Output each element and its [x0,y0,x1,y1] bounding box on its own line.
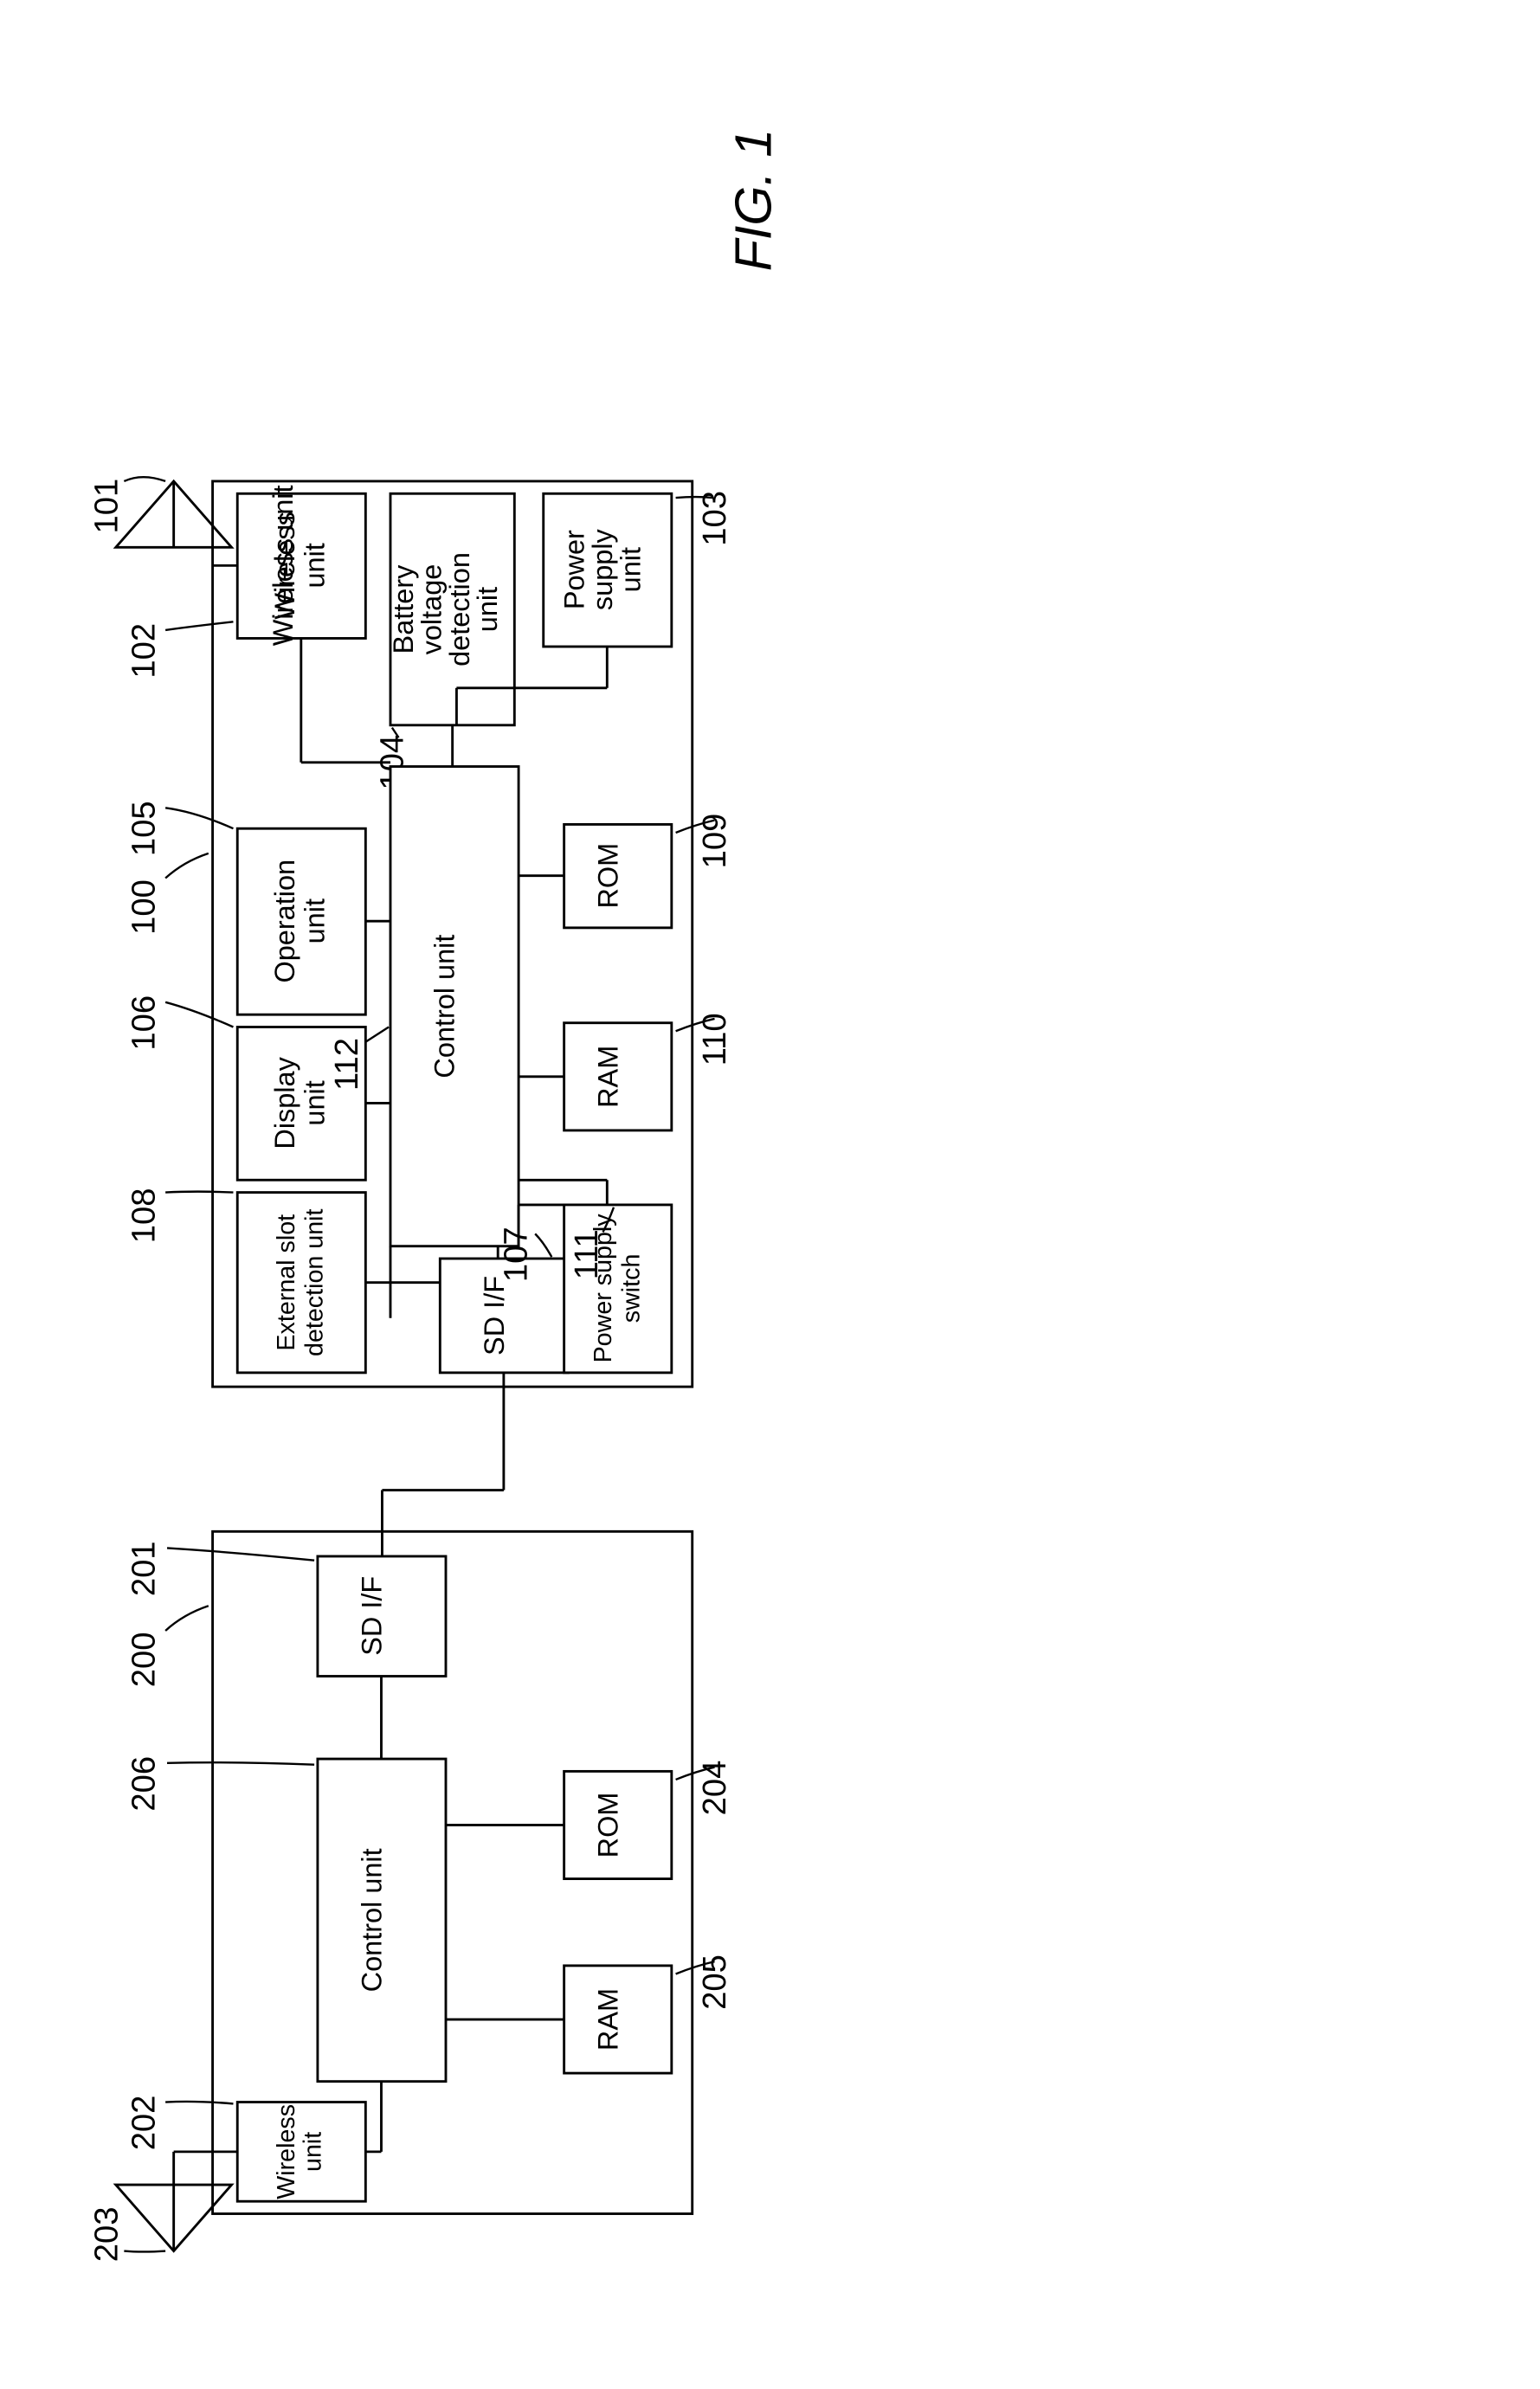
svg-text:Control unit: Control unit [429,935,461,1079]
svg-text:External slotdetection unit: External slotdetection unit [273,1208,328,1356]
svg-title: FIG. 1 [724,129,782,272]
svg-text:SD I/F: SD I/F [356,1576,387,1656]
diagram-canvas: FIG. 1 /* hide placeholder duplicates */… [35,35,1506,2354]
svg-text:RAM: RAM [593,1046,624,1108]
diagram-svg: .bx { fill:#fff; stroke:#000; stroke-wid… [35,35,1506,2316]
svg-text:ROM: ROM [593,1793,624,1858]
svg-text:RAM: RAM [593,1988,624,2051]
svg-text:ROM: ROM [593,843,624,909]
svg-text:Control unit: Control unit [356,1848,387,1992]
svg-text:SD I/F: SD I/F [479,1276,510,1355]
